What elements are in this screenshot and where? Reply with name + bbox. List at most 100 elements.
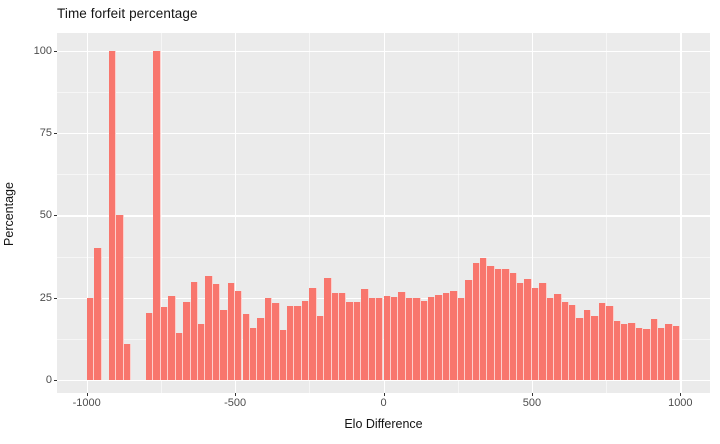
bar [309, 288, 317, 380]
x-tick-mark [680, 393, 682, 396]
bar [264, 297, 273, 380]
bar [435, 294, 443, 380]
x-tick-mark [383, 393, 385, 396]
bar [183, 302, 191, 380]
gridline-major-x [86, 33, 88, 393]
bar [175, 333, 184, 380]
y-tick-label: 25 [39, 291, 52, 304]
bar [279, 329, 288, 380]
x-tick-mark [86, 393, 88, 396]
gridline-minor-x [309, 33, 311, 393]
x-tick-label: -1000 [72, 397, 101, 409]
bar [561, 301, 569, 380]
bar [153, 50, 161, 380]
bar [316, 315, 325, 380]
bar [598, 303, 607, 380]
bar [620, 324, 629, 380]
bar [583, 310, 592, 380]
y-axis-title: Percentage [2, 182, 16, 246]
bar [531, 288, 540, 380]
chart-title: Time forfeit percentage [57, 6, 198, 21]
bar [457, 297, 466, 380]
bar [227, 283, 236, 380]
bar [613, 320, 621, 380]
bar [517, 283, 525, 380]
bar [331, 292, 339, 380]
bar [569, 305, 577, 380]
bar [546, 297, 555, 380]
x-tick-label: -500 [224, 397, 247, 409]
bar [346, 301, 354, 380]
bar [450, 291, 458, 380]
bar [205, 275, 213, 380]
bar [479, 258, 488, 380]
bar [465, 279, 473, 380]
y-tick-label: 100 [33, 44, 52, 57]
bar [472, 263, 480, 380]
bar [168, 296, 176, 380]
bar [628, 322, 636, 380]
bar [524, 279, 532, 380]
bar [650, 319, 659, 380]
bar [658, 327, 666, 380]
y-tick-label: 50 [39, 209, 52, 222]
x-tick-label: 1000 [668, 397, 693, 409]
bar [502, 269, 510, 380]
gridline-major-x [531, 33, 534, 393]
x-tick-label: 500 [522, 397, 542, 409]
bar [635, 328, 644, 380]
y-tick-mark [54, 297, 57, 299]
bar [390, 296, 399, 380]
bar [554, 294, 562, 380]
y-tick-mark [54, 215, 57, 217]
bar [116, 215, 124, 380]
y-tick-mark [54, 133, 57, 135]
bar [606, 305, 614, 380]
bar [509, 272, 518, 380]
bar [287, 305, 295, 380]
bar [576, 318, 584, 380]
bar [398, 291, 406, 380]
bar [212, 284, 221, 380]
bar [86, 297, 95, 380]
x-tick-mark [531, 393, 533, 396]
bar [539, 283, 547, 380]
bar [257, 318, 265, 380]
plot-panel [57, 33, 710, 393]
bar [324, 277, 332, 380]
bar [494, 269, 503, 380]
bar [428, 296, 436, 380]
bar [672, 325, 681, 380]
y-tick-label: 75 [39, 127, 52, 140]
bar [338, 293, 347, 380]
bar [420, 300, 428, 380]
gridline-major-x [680, 33, 682, 393]
bar [353, 301, 362, 380]
bar [301, 300, 310, 380]
bar [294, 305, 302, 380]
gridline-minor-x [457, 33, 459, 393]
bar [487, 266, 495, 380]
bar [146, 313, 154, 380]
bar [220, 309, 228, 380]
gridline-minor-x [606, 33, 608, 393]
bar [665, 324, 673, 380]
bar [123, 343, 132, 380]
bar [376, 297, 384, 380]
bar [249, 328, 258, 380]
bar [405, 298, 414, 380]
x-tick-mark [235, 393, 237, 396]
bar [242, 314, 250, 380]
gridline-major-x [383, 33, 385, 393]
gridline-major-x [235, 33, 237, 393]
bar [197, 324, 206, 380]
bar [361, 289, 369, 380]
bar [413, 297, 421, 380]
bar [94, 248, 102, 380]
bar [108, 50, 117, 380]
x-axis-title: Elo Difference [344, 417, 423, 431]
bar [190, 281, 198, 380]
bar [235, 290, 243, 380]
bar [368, 297, 377, 380]
